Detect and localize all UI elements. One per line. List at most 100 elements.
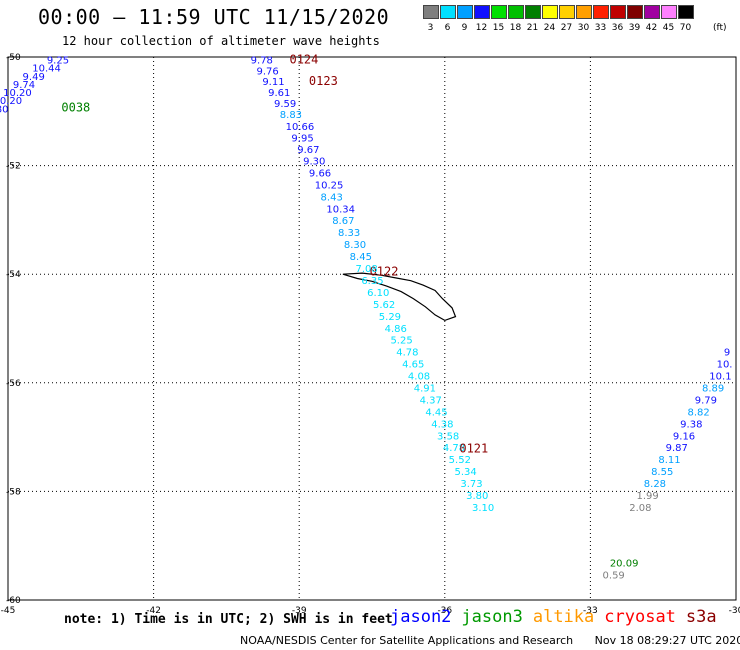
pass-time-label: 0122 (370, 264, 399, 278)
scale-swatch-label: 42 (645, 23, 658, 33)
wave-height-value: 9.79 (695, 395, 717, 406)
pass-time-label: 0038 (61, 100, 90, 114)
scale-swatch: 3 (422, 5, 439, 33)
wave-height-value: 6.10 (367, 288, 389, 299)
wave-height-value: 10.66 (286, 122, 315, 133)
scale-swatch-color (490, 5, 507, 19)
wave-height-value: 8.28 (644, 479, 666, 490)
scale-swatch-label: 24 (543, 23, 556, 33)
scale-swatch-label: 9 (461, 23, 468, 33)
wave-height-value: 8.45 (350, 252, 372, 263)
wave-height-value: 3.58 (437, 431, 459, 442)
scale-swatch: 39 (626, 5, 643, 33)
wave-height-value: 9.11 (262, 77, 284, 88)
scale-swatch: 15 (490, 5, 507, 33)
wave-height-value: 10.34 (326, 204, 355, 215)
wave-height-value: 5.52 (449, 455, 471, 466)
wave-height-value: 5.62 (373, 300, 395, 311)
wave-height-value: 4.91 (414, 383, 436, 394)
wave-height-value: 9.38 (680, 419, 702, 430)
wave-height-value: 8.30 (344, 240, 366, 251)
wave-height-value: 9 (724, 348, 730, 359)
wave-height-value: 8.67 (332, 216, 354, 227)
wave-height-value: 8.33 (338, 228, 360, 239)
wave-height-value: 4.65 (402, 360, 424, 371)
wave-height-value: 4.78 (396, 348, 418, 359)
wave-height-value: 10.25 (315, 180, 344, 191)
wave-height-value: 8.43 (321, 192, 343, 203)
scale-swatch: 18 (507, 5, 524, 33)
scale-swatch-color (524, 5, 541, 19)
wave-height-value: 9.76 (256, 66, 278, 77)
scale-swatch-label: 39 (628, 23, 641, 33)
wave-height-value: 9.16 (673, 431, 695, 442)
footer-source: NOAA/NESDIS Center for Satellite Applica… (240, 634, 574, 647)
wave-height-value: 9.59 (274, 99, 296, 110)
pass-time-label: 0124 (289, 53, 318, 67)
wave-height-value: 5.25 (390, 336, 412, 347)
wave-height-value: 4.37 (420, 395, 442, 406)
scale-swatch-label: 30 (577, 23, 590, 33)
longitude-tick-label: -42 (146, 606, 161, 616)
wave-height-value: 4.45 (425, 407, 447, 418)
scale-swatch-color (558, 5, 575, 19)
wave-height-value: 4.86 (385, 324, 407, 335)
wave-height-value: 5.34 (455, 467, 477, 478)
scale-swatch-color (592, 5, 609, 19)
satellite-legend: jason2 jason3 altika cryosat s3a (390, 607, 727, 627)
scale-swatch: 6 (439, 5, 456, 33)
scale-swatch: 45 (660, 5, 677, 33)
scale-swatch: 36 (609, 5, 626, 33)
wave-height-value: 9.61 (268, 88, 290, 99)
scale-swatch-label: 45 (662, 23, 675, 33)
scale-swatch: 30 (575, 5, 592, 33)
satellite-s3a: s3a (685, 607, 717, 627)
page-title: 00:00 — 11:59 UTC 11/15/2020 (38, 5, 390, 29)
scale-swatch: 42 (643, 5, 660, 33)
wave-height-value: 1.99 (637, 491, 659, 502)
latitude-tick-label: -60 (6, 596, 21, 606)
wave-height-value: 9.30 (303, 157, 325, 168)
wave-height-value: 4.08 (408, 372, 430, 383)
wave-height-value: 3.73 (460, 479, 482, 490)
scale-swatch-color (660, 5, 677, 19)
scale-swatch-color (677, 5, 694, 19)
wave-height-value: 9.78 (251, 56, 273, 67)
scale-swatch-label: 3 (427, 23, 434, 33)
wave-height-value: 10.20 (0, 96, 22, 107)
wave-height-value: 3.80 (466, 491, 488, 502)
wave-height-value: 4.78 (443, 443, 465, 454)
wave-height-value: 9.67 (297, 145, 319, 156)
wave-height-value: 7.08 (355, 264, 377, 275)
scale-swatch-label: 6 (444, 23, 451, 33)
island-outline (342, 272, 457, 322)
scale-swatch-color (422, 5, 439, 19)
scale-swatch-color (609, 5, 626, 19)
scale-swatch: 27 (558, 5, 575, 33)
scale-swatch: 70 (677, 5, 694, 33)
scale-swatch-color (643, 5, 660, 19)
scale-swatch-color (575, 5, 592, 19)
page-subtitle: 12 hour collection of altimeter wave hei… (62, 34, 380, 48)
wave-height-value: 9.74 (13, 80, 35, 91)
scale-swatch-color (473, 5, 490, 19)
wave-height-value: 8.82 (687, 407, 709, 418)
pass-time-label: 0123 (309, 74, 338, 88)
latitude-tick-label: -58 (6, 487, 21, 497)
longitude-tick-label: -33 (583, 606, 598, 616)
scale-swatch: 9 (456, 5, 473, 33)
longitude-tick-label: -39 (292, 606, 307, 616)
wave-height-value: 8.89 (702, 383, 724, 394)
wave-height-value: 3.10 (472, 503, 494, 514)
scale-swatch-color (439, 5, 456, 19)
wave-height-value: 8.11 (658, 455, 680, 466)
wave-height-value: 2.08 (629, 503, 651, 514)
satellite-jason2: jason2 (390, 607, 452, 627)
latitude-tick-label: -54 (6, 270, 21, 280)
wave-height-value: 4.38 (431, 419, 453, 430)
wave-height-value: 8.83 (280, 110, 302, 121)
latitude-tick-label: -50 (6, 53, 21, 63)
color-scale-legend: 3 6 9 12 15 18 21 24 27 30 33 36 39 42 45 70 (422, 5, 694, 33)
